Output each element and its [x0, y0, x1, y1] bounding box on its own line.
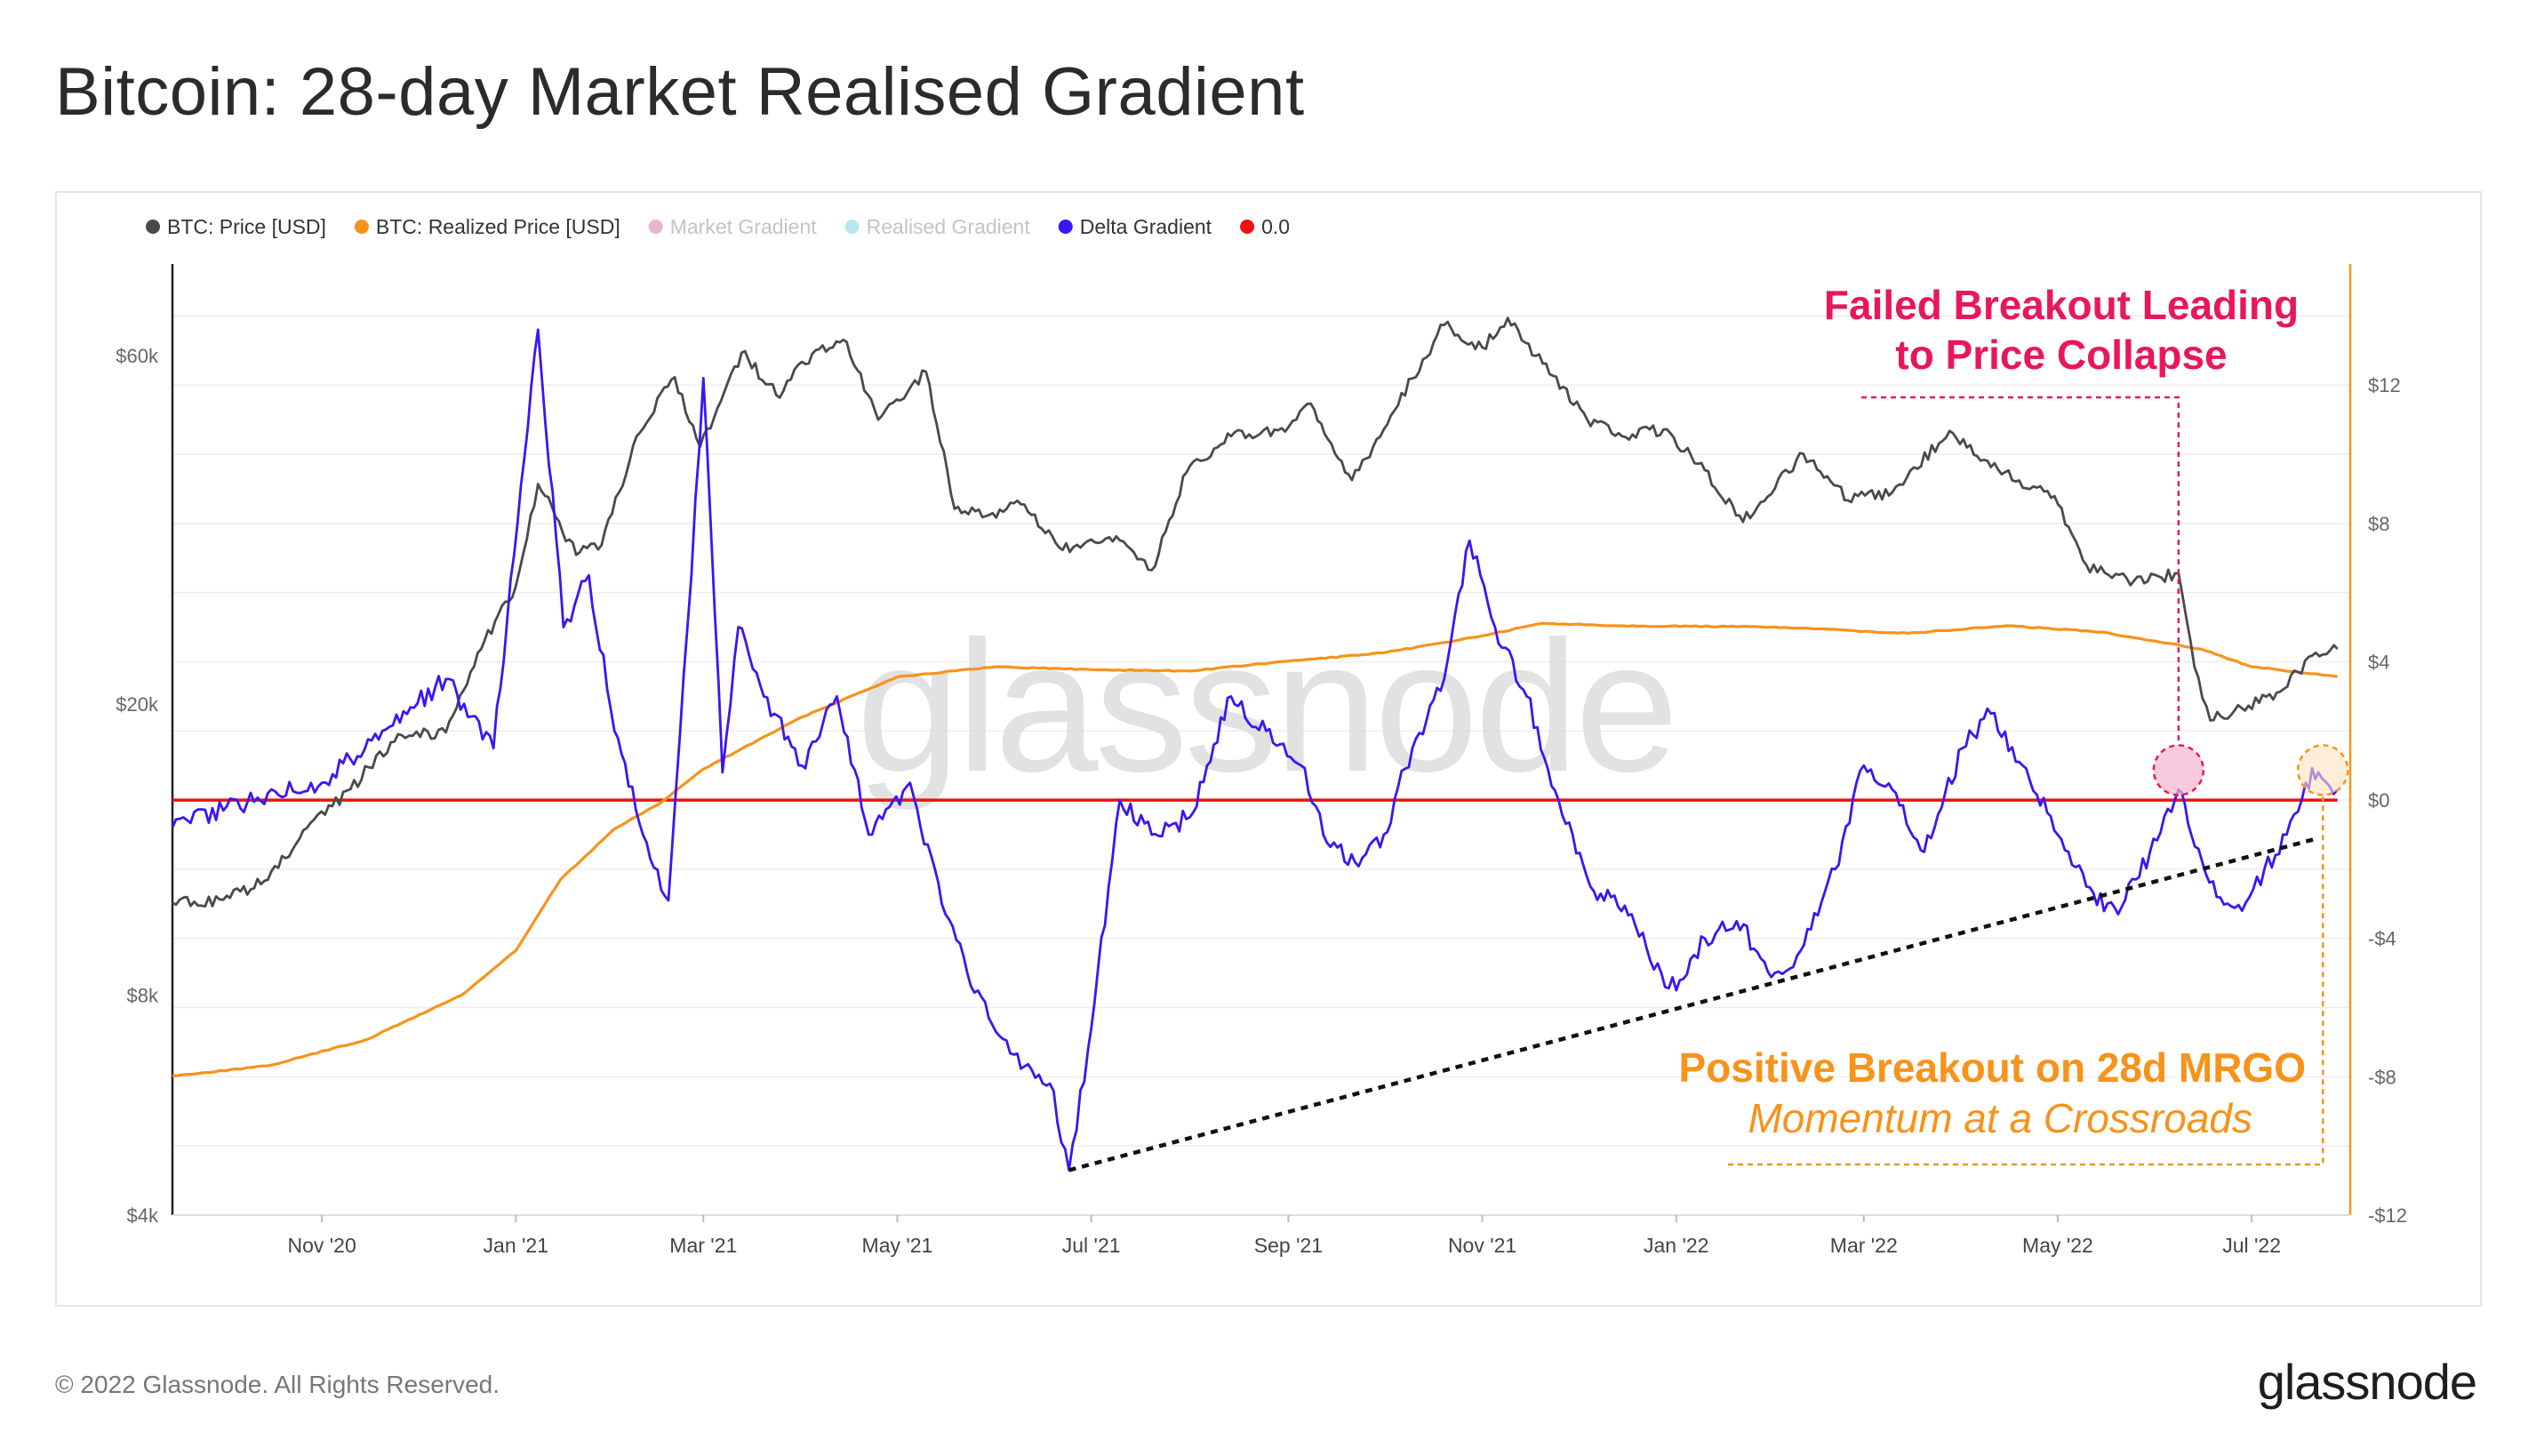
failed-breakout-label-2: to Price Collapse: [1895, 332, 2227, 378]
x-tick-label: Sep '21: [1254, 1234, 1323, 1257]
x-tick-label: Jul '22: [2222, 1234, 2281, 1257]
legend-label: Realised Gradient: [867, 215, 1031, 238]
legend-swatch: [354, 220, 369, 234]
y-right-tick-label: -$4: [2368, 928, 2396, 950]
watermark: glassnode: [856, 602, 1678, 811]
failed-breakout-label-1: Failed Breakout Leading: [1824, 282, 2299, 328]
failed-breakout-marker: [2152, 744, 2205, 796]
series-realized-price: [172, 621, 2339, 1078]
trendline-support: [1068, 836, 2319, 1172]
positive-breakout-label: Positive Breakout on 28d MRGO: [1679, 1044, 2306, 1091]
y-right-tick-label: -$8: [2368, 1066, 2396, 1088]
legend-swatch: [146, 220, 160, 234]
y-right-tick-label: $0: [2368, 789, 2389, 812]
page-title: Bitcoin: 28-day Market Realised Gradient: [55, 54, 1305, 130]
series: [171, 316, 2339, 1172]
positive-breakout-connector: [1728, 796, 2324, 1166]
legend-label: 0.0: [1261, 215, 1290, 238]
legend-label: Delta Gradient: [1080, 215, 1212, 238]
legend-label: Market Gradient: [670, 215, 818, 238]
axes: $4k $8k $20k $60k $12 $8 $4 $0 -$4 -$8 -$12 Nov '20…: [116, 264, 2407, 1257]
legend: BTC: Price [USD] BTC: Realized Price [USD…: [146, 215, 1290, 238]
legend-label: BTC: Realized Price [USD]: [376, 215, 620, 238]
x-tick-label: May '21: [862, 1234, 933, 1257]
x-tick-label: Nov '20: [287, 1234, 356, 1257]
x-tick-label: May '22: [2022, 1234, 2093, 1257]
y-left-tick-label: $60k: [116, 345, 159, 367]
y-right-tick-label: $12: [2368, 374, 2401, 396]
chart-frame: glassnode $4k $8k $20k $60k $12 $8 $4 $0 -$4 -$8 -…: [55, 191, 2482, 1307]
y-right-tick-label: $4: [2368, 651, 2389, 673]
series-btc-price: [172, 316, 2339, 908]
legend-swatch: [648, 220, 663, 234]
legend-swatch: [1058, 220, 1073, 234]
x-tick-label: Nov '21: [1448, 1234, 1516, 1257]
x-tick-label: Jul '21: [1062, 1234, 1121, 1257]
copyright: © 2022 Glassnode. All Rights Reserved.: [55, 1371, 500, 1398]
y-right-tick-label: -$12: [2368, 1204, 2407, 1227]
failed-breakout-connector: [1861, 396, 2180, 746]
brand-logo: glassnode: [2257, 1354, 2477, 1410]
legend-label: BTC: Price [USD]: [167, 215, 326, 238]
y-right-tick-label: $8: [2368, 513, 2389, 535]
legend-swatch: [844, 220, 860, 234]
chart: glassnode $4k $8k $20k $60k $12 $8 $4 $0 -$4 -$8 -…: [116, 215, 2407, 1257]
y-left-tick-label: $8k: [127, 984, 159, 1006]
gridlines: [172, 315, 2350, 1216]
x-tick-label: Mar '22: [1830, 1234, 1898, 1257]
y-left-tick-label: $20k: [116, 693, 159, 716]
y-left-tick-label: $4k: [127, 1204, 159, 1227]
positive-breakout-marker: [2296, 744, 2349, 796]
x-tick-label: Jan '21: [484, 1234, 548, 1257]
legend-swatch: [1240, 220, 1255, 234]
momentum-label: Momentum at a Crossroads: [1748, 1095, 2252, 1141]
series-delta-gradient: [171, 328, 2339, 1172]
x-tick-label: Jan '22: [1644, 1234, 1708, 1257]
x-tick-label: Mar '21: [669, 1234, 737, 1257]
watermark-text: glassnode: [856, 602, 1675, 811]
